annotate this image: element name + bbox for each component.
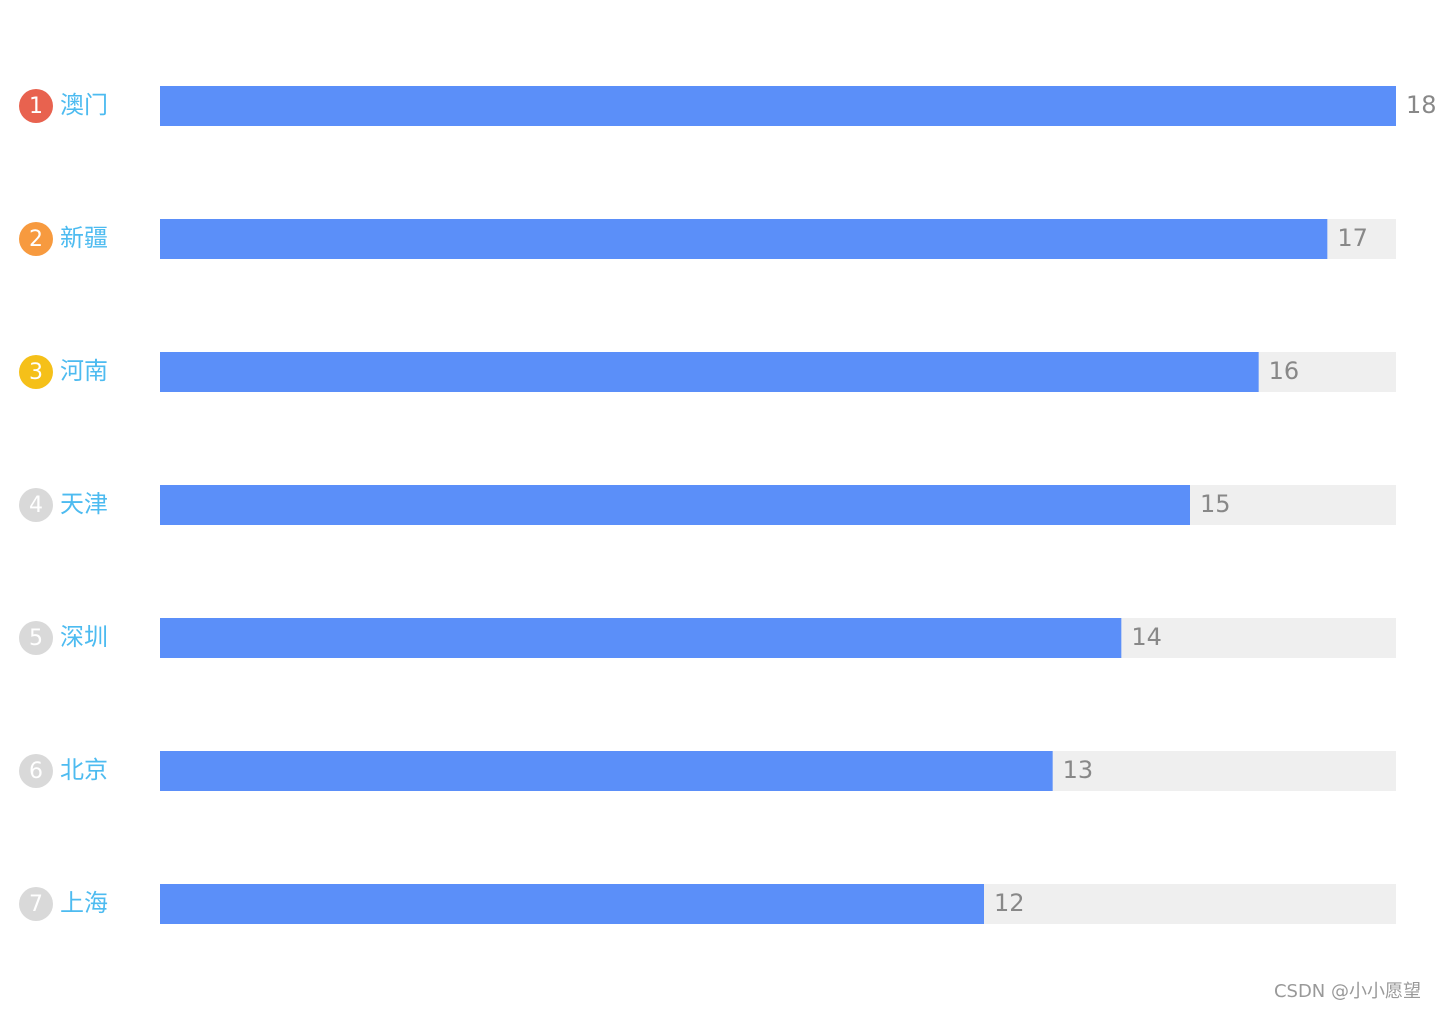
rank-number: 4 bbox=[29, 493, 43, 518]
value-label: 15 bbox=[1200, 490, 1231, 518]
category-label: 澳门 bbox=[60, 91, 108, 119]
rank-badge bbox=[19, 754, 53, 788]
value-label: 16 bbox=[1269, 357, 1300, 385]
rank-number: 1 bbox=[29, 94, 43, 119]
rank-badge bbox=[19, 621, 53, 655]
rank-badge bbox=[19, 355, 53, 389]
value-label: 18 bbox=[1406, 91, 1436, 119]
rank-number: 3 bbox=[29, 360, 43, 385]
bar bbox=[160, 352, 1259, 392]
rank-badge bbox=[19, 488, 53, 522]
bar bbox=[160, 884, 984, 924]
rank-number: 5 bbox=[29, 626, 43, 651]
rank-number: 7 bbox=[29, 892, 43, 917]
rank-number: 6 bbox=[29, 759, 43, 784]
value-label: 13 bbox=[1063, 756, 1094, 784]
category-label: 北京 bbox=[60, 756, 108, 784]
bar bbox=[160, 485, 1190, 525]
category-label: 新疆 bbox=[60, 224, 108, 252]
value-label: 17 bbox=[1337, 224, 1368, 252]
category-label: 河南 bbox=[60, 357, 108, 385]
bar bbox=[160, 751, 1053, 791]
category-label: 深圳 bbox=[60, 623, 108, 651]
bar bbox=[160, 86, 1396, 126]
bar bbox=[160, 219, 1328, 259]
category-label: 天津 bbox=[60, 490, 108, 518]
rank-badge bbox=[19, 222, 53, 256]
rank-badge bbox=[19, 887, 53, 921]
value-label: 14 bbox=[1131, 623, 1162, 651]
rank-badge bbox=[19, 89, 53, 123]
rank-number: 2 bbox=[29, 227, 43, 252]
watermark: CSDN @小小愿望 bbox=[1274, 981, 1421, 1002]
bar bbox=[160, 618, 1122, 658]
category-label: 上海 bbox=[60, 889, 108, 917]
value-label: 12 bbox=[994, 889, 1025, 917]
